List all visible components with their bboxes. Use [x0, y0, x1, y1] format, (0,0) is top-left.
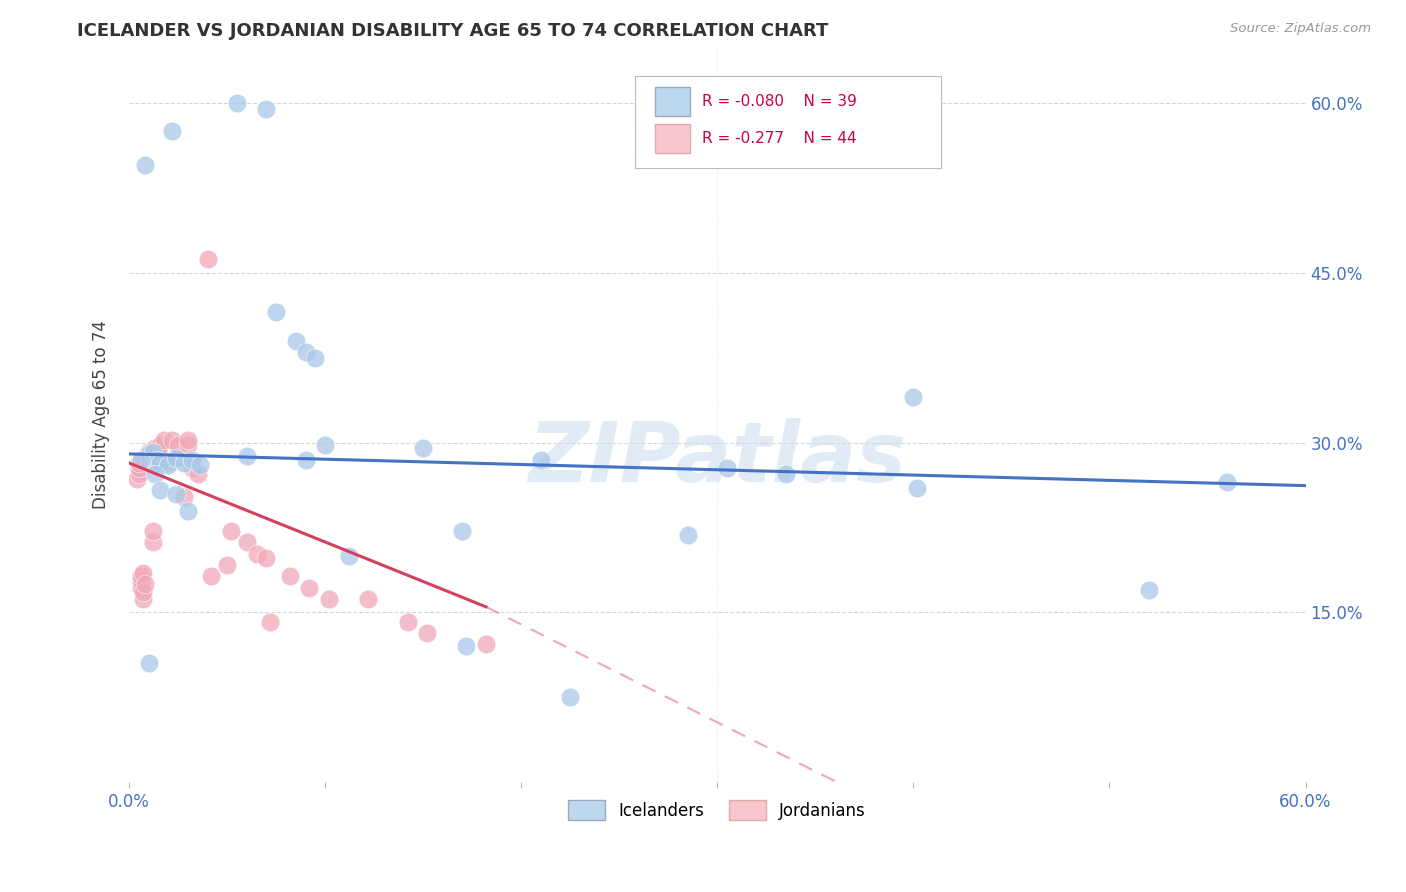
Point	[235, 535, 257, 549]
Point	[903, 390, 925, 404]
Point	[259, 615, 281, 629]
Point	[129, 569, 152, 583]
Point	[187, 467, 209, 482]
FancyBboxPatch shape	[655, 123, 690, 153]
Point	[304, 351, 326, 365]
Point	[142, 535, 165, 549]
Point	[129, 452, 152, 467]
Point	[278, 569, 301, 583]
Point	[294, 452, 316, 467]
Point	[148, 444, 170, 458]
Point	[165, 451, 187, 466]
Point	[138, 449, 160, 463]
Point	[145, 452, 167, 467]
Point	[775, 467, 797, 482]
Point	[180, 452, 202, 467]
Point	[177, 438, 200, 452]
Point	[217, 558, 239, 572]
Point	[1137, 582, 1160, 597]
Point	[1216, 475, 1239, 490]
Point	[138, 447, 160, 461]
Point	[128, 456, 150, 470]
Point	[132, 566, 155, 580]
Point	[254, 102, 277, 116]
Point	[153, 434, 176, 448]
Point	[905, 481, 928, 495]
Point	[148, 449, 170, 463]
Point	[138, 444, 160, 458]
Point	[143, 467, 166, 482]
Point	[396, 615, 419, 629]
Point	[149, 438, 172, 452]
Point	[132, 585, 155, 599]
Point	[188, 458, 211, 473]
Point	[165, 486, 187, 500]
Point	[142, 524, 165, 538]
Point	[219, 524, 242, 538]
Text: ICELANDER VS JORDANIAN DISABILITY AGE 65 TO 74 CORRELATION CHART: ICELANDER VS JORDANIAN DISABILITY AGE 65…	[77, 22, 828, 40]
Point	[451, 524, 474, 538]
Point	[149, 483, 172, 498]
Point	[157, 458, 180, 473]
Point	[160, 124, 183, 138]
Point	[177, 434, 200, 448]
Point	[716, 460, 738, 475]
Point	[142, 444, 165, 458]
Point	[298, 581, 321, 595]
Point	[245, 547, 267, 561]
Point	[226, 95, 249, 110]
Point	[167, 438, 190, 452]
Point	[284, 334, 307, 348]
Text: Source: ZipAtlas.com: Source: ZipAtlas.com	[1230, 22, 1371, 36]
Point	[157, 456, 180, 470]
Point	[294, 345, 316, 359]
Point	[173, 490, 195, 504]
Point	[160, 434, 183, 448]
Y-axis label: Disability Age 65 to 74: Disability Age 65 to 74	[93, 320, 110, 508]
Point	[138, 456, 160, 470]
Point	[676, 528, 699, 542]
Point	[173, 456, 195, 470]
Point	[138, 657, 160, 671]
Point	[128, 467, 150, 482]
Point	[337, 549, 360, 563]
Point	[254, 551, 277, 566]
Point	[197, 252, 219, 267]
Point	[314, 438, 336, 452]
Point	[128, 460, 150, 475]
Legend: Icelanders, Jordanians: Icelanders, Jordanians	[562, 793, 873, 827]
Point	[357, 591, 380, 606]
Text: R = -0.277    N = 44: R = -0.277 N = 44	[702, 131, 856, 145]
Point	[475, 637, 498, 651]
Text: R = -0.080    N = 39: R = -0.080 N = 39	[702, 94, 856, 109]
Point	[134, 158, 156, 172]
Point	[129, 581, 152, 595]
Point	[318, 591, 340, 606]
FancyBboxPatch shape	[636, 76, 941, 168]
FancyBboxPatch shape	[655, 87, 690, 116]
Point	[132, 591, 155, 606]
Point	[264, 305, 287, 319]
Point	[129, 574, 152, 588]
Point	[416, 625, 439, 640]
Point	[177, 503, 200, 517]
Text: ZIPatlas: ZIPatlas	[529, 418, 907, 499]
Point	[125, 472, 148, 486]
Point	[235, 449, 257, 463]
Point	[180, 460, 202, 475]
Point	[560, 690, 582, 705]
Point	[143, 442, 166, 456]
Point	[134, 577, 156, 591]
Point	[200, 569, 222, 583]
Point	[149, 456, 172, 470]
Point	[530, 452, 553, 467]
Point	[456, 640, 478, 654]
Point	[412, 442, 434, 456]
